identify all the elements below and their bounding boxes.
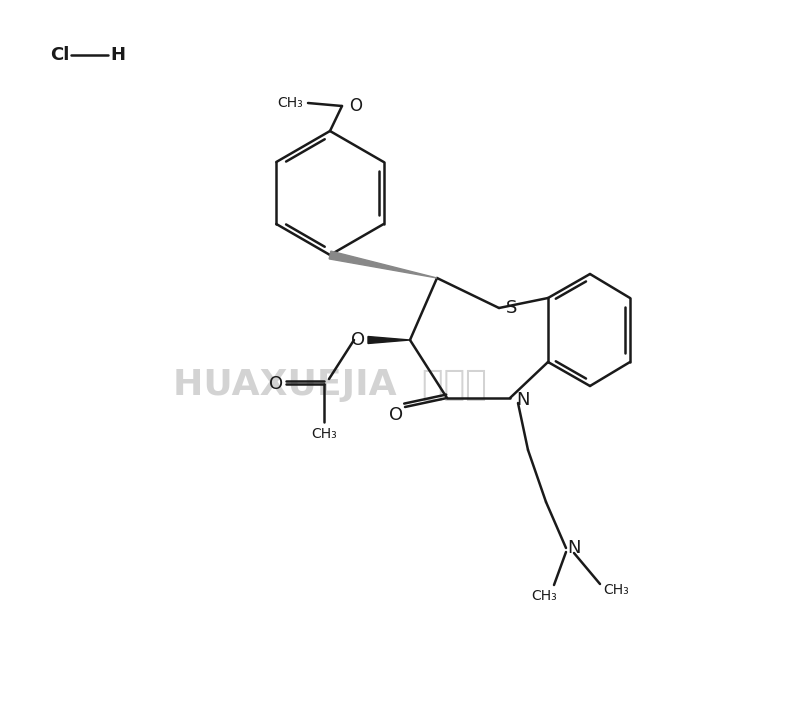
Text: CH₃: CH₃: [311, 427, 337, 441]
Text: H: H: [111, 46, 125, 64]
Text: O: O: [389, 406, 403, 424]
Text: O: O: [351, 331, 365, 349]
Polygon shape: [368, 336, 410, 343]
Text: S: S: [506, 299, 518, 317]
Text: CH₃: CH₃: [603, 583, 629, 597]
Text: N: N: [567, 539, 581, 557]
Text: O: O: [269, 375, 283, 393]
Polygon shape: [329, 251, 437, 278]
Text: CH₃: CH₃: [531, 589, 557, 603]
Text: HUAXUEJIA  化学加: HUAXUEJIA 化学加: [173, 368, 487, 402]
Text: O: O: [350, 97, 363, 115]
Text: CH₃: CH₃: [277, 96, 303, 110]
Text: Cl: Cl: [50, 46, 69, 64]
Text: N: N: [516, 391, 530, 409]
